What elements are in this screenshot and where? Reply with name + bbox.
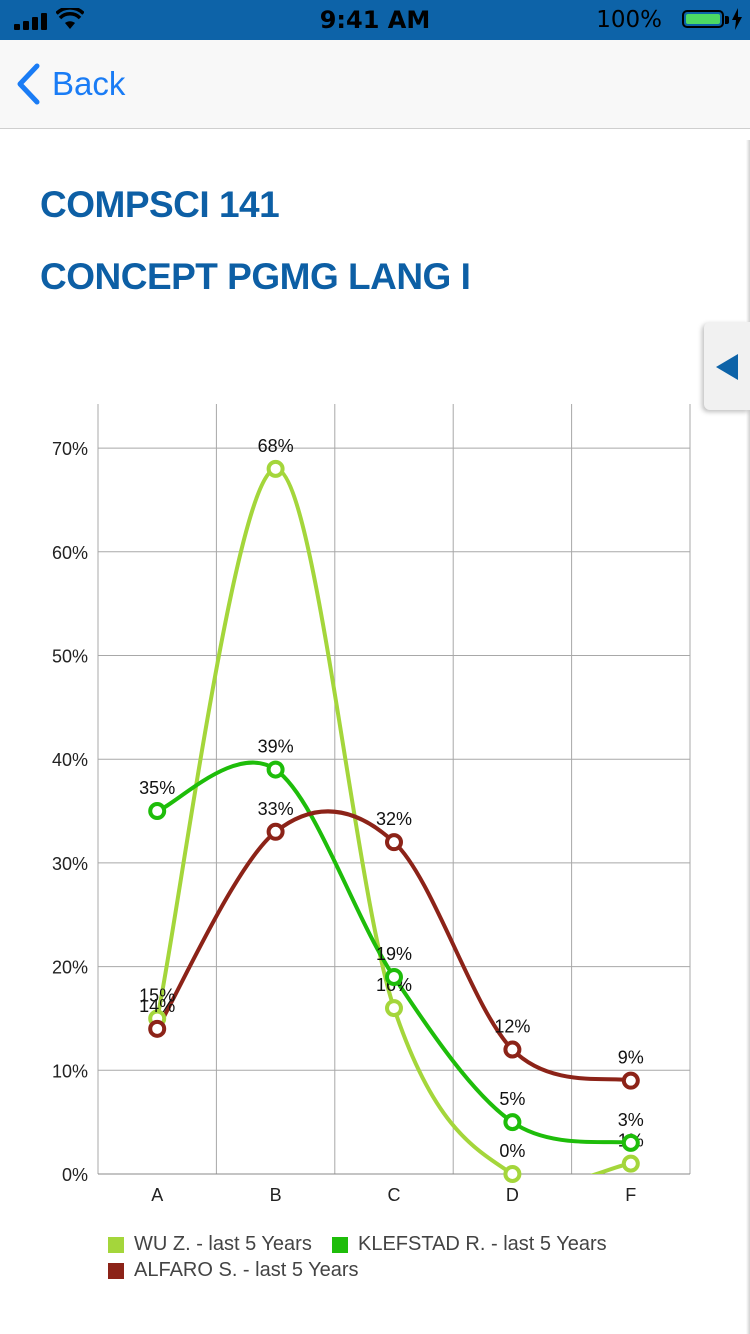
drawer-edge-shadow bbox=[746, 140, 750, 1334]
x-tick-label: A bbox=[151, 1185, 163, 1205]
data-point bbox=[503, 1113, 522, 1132]
y-tick-label: 0% bbox=[62, 1165, 88, 1185]
data-point bbox=[266, 822, 285, 841]
charging-icon bbox=[732, 8, 742, 30]
data-point bbox=[148, 802, 167, 821]
data-label: 33% bbox=[258, 799, 294, 819]
data-label: 35% bbox=[139, 778, 175, 798]
data-point bbox=[385, 967, 403, 986]
data-point bbox=[148, 1019, 167, 1038]
data-label: 15% bbox=[139, 985, 175, 1005]
status-time: 9:41 AM bbox=[319, 6, 431, 34]
battery-percent: 100% bbox=[596, 7, 662, 33]
course-name: CONCEPT PGMG LANG I bbox=[40, 256, 471, 297]
y-tick-label: 30% bbox=[52, 854, 88, 874]
back-label: Back bbox=[52, 65, 126, 102]
course-code: COMPSCI 141 bbox=[40, 184, 280, 225]
y-tick-label: 60% bbox=[52, 543, 88, 563]
y-tick-label: 10% bbox=[52, 1061, 88, 1081]
legend-swatch bbox=[332, 1236, 348, 1253]
legend-label: KLEFSTAD R. - last 5 Years bbox=[358, 1233, 607, 1255]
legend-item: WU Z. - last 5 Years bbox=[108, 1233, 312, 1256]
data-label: 32% bbox=[376, 809, 412, 829]
data-label: 3% bbox=[618, 1110, 644, 1130]
data-label: 39% bbox=[258, 737, 294, 757]
data-point bbox=[266, 760, 285, 779]
back-button[interactable]: Back bbox=[16, 62, 125, 106]
drawer-toggle-button[interactable] bbox=[704, 322, 750, 410]
battery-icon bbox=[682, 10, 724, 28]
y-tick-label: 20% bbox=[52, 958, 88, 978]
legend-item: ALFARO S. - last 5 Years bbox=[108, 1259, 359, 1282]
wifi-icon bbox=[56, 8, 84, 29]
data-label: 14% bbox=[139, 996, 175, 1016]
x-tick-label: B bbox=[270, 1185, 282, 1205]
status-bar: 9:41 AM 100% bbox=[0, 0, 750, 40]
y-tick-label: 50% bbox=[52, 647, 88, 667]
data-label: 5% bbox=[499, 1089, 525, 1109]
x-tick-label: D bbox=[506, 1185, 519, 1205]
legend-swatch bbox=[108, 1236, 124, 1253]
y-tick-label: 70% bbox=[52, 439, 88, 459]
y-tick-label: 40% bbox=[52, 750, 88, 770]
data-point bbox=[503, 1165, 522, 1183]
data-point bbox=[621, 1133, 640, 1152]
x-tick-label: F bbox=[625, 1185, 636, 1205]
data-point bbox=[385, 999, 403, 1018]
legend-label: WU Z. - last 5 Years bbox=[134, 1233, 312, 1255]
data-label: 12% bbox=[494, 1017, 530, 1037]
data-point bbox=[266, 459, 285, 478]
legend-swatch bbox=[108, 1262, 124, 1279]
battery-tip bbox=[725, 16, 729, 24]
legend-label: ALFARO S. - last 5 Years bbox=[134, 1259, 359, 1281]
data-point bbox=[621, 1154, 640, 1173]
legend-item: KLEFSTAD R. - last 5 Years bbox=[332, 1233, 607, 1256]
triangle-left-icon bbox=[716, 354, 738, 380]
nav-bar: Back bbox=[0, 40, 750, 129]
data-point bbox=[503, 1040, 522, 1059]
data-point bbox=[385, 833, 403, 852]
data-label: 0% bbox=[499, 1141, 525, 1161]
grade-distribution-chart: 0%10%20%30%40%50%60%70%ABCDF15%68%16%0%1… bbox=[52, 404, 691, 1205]
x-tick-label: C bbox=[388, 1185, 401, 1205]
data-point bbox=[621, 1071, 640, 1090]
data-label: 9% bbox=[618, 1048, 644, 1068]
signal-icon bbox=[14, 12, 54, 30]
chevron-left-icon bbox=[17, 63, 40, 105]
data-label: 68% bbox=[258, 436, 294, 456]
data-label: 19% bbox=[376, 944, 412, 964]
